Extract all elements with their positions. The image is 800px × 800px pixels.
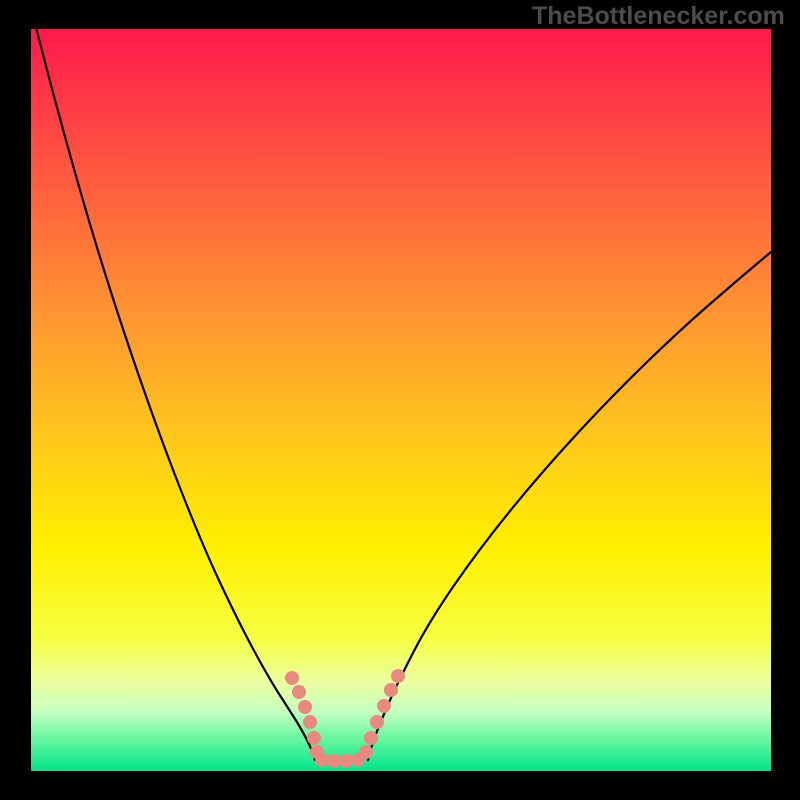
marker-bottom-dot bbox=[339, 754, 353, 768]
gradient-background bbox=[31, 29, 771, 771]
marker-bottom-dot bbox=[315, 753, 329, 767]
marker-left-dot bbox=[292, 685, 306, 699]
marker-right-dot bbox=[377, 699, 391, 713]
marker-right-dot bbox=[391, 669, 405, 683]
marker-right-dot bbox=[384, 683, 398, 697]
marker-right-dot bbox=[370, 715, 384, 729]
marker-left-dot bbox=[303, 715, 317, 729]
marker-bottom-dot bbox=[327, 754, 341, 768]
marker-left-dot bbox=[298, 700, 312, 714]
plot-svg bbox=[31, 29, 771, 771]
marker-right-dot bbox=[364, 731, 378, 745]
marker-left-dot bbox=[285, 671, 299, 685]
watermark-text: TheBottlenecker.com bbox=[532, 2, 785, 31]
marker-left-dot bbox=[307, 731, 321, 745]
chart-frame: TheBottlenecker.com bbox=[0, 0, 800, 800]
marker-right-dot bbox=[359, 745, 373, 759]
